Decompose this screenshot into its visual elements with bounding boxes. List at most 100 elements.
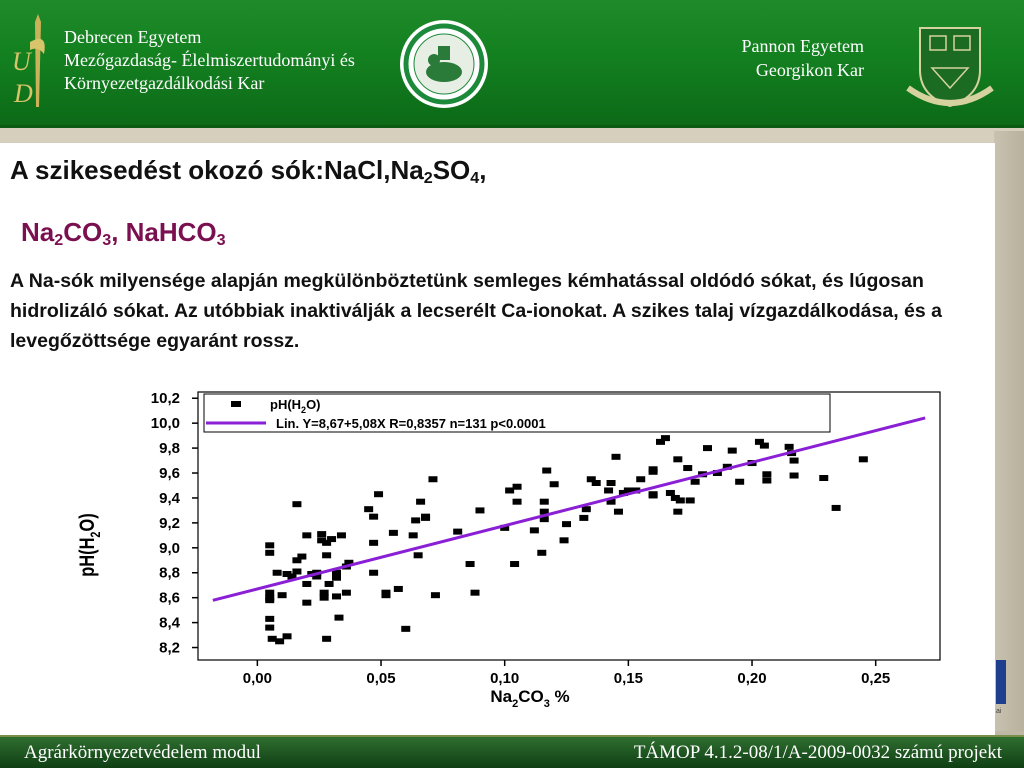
data-point xyxy=(332,574,342,581)
data-point xyxy=(562,521,572,528)
data-point xyxy=(465,561,475,568)
data-point xyxy=(606,479,616,486)
data-point xyxy=(656,438,666,445)
data-point xyxy=(648,491,658,498)
data-point xyxy=(703,445,713,452)
data-point xyxy=(277,592,287,599)
data-point xyxy=(275,638,285,645)
data-point xyxy=(374,491,384,498)
data-point xyxy=(302,580,312,587)
data-point xyxy=(297,553,307,560)
right-organization-name: Pannon Egyetem Georgikon Kar xyxy=(742,34,864,82)
svg-text:U: U xyxy=(12,47,33,76)
x-tick-label: 0,15 xyxy=(614,670,643,687)
data-point xyxy=(317,531,327,538)
data-point xyxy=(784,443,794,450)
chart-tick-labels: 8,2 8,4 8,6 8,8 9,0 9,2 9,4 9,6 9,8 10,0 10,2 0,00 0… xyxy=(151,390,890,687)
data-point xyxy=(762,471,772,478)
data-point xyxy=(685,497,695,504)
data-point xyxy=(475,507,485,514)
data-point xyxy=(512,483,522,490)
data-point xyxy=(618,489,628,496)
data-point xyxy=(322,552,332,559)
regression-line xyxy=(212,416,926,602)
side-logo-block xyxy=(996,660,1006,704)
x-axis-title: Na2CO3 % xyxy=(490,687,569,710)
data-point xyxy=(428,476,438,483)
y-tick-label: 8,6 xyxy=(159,590,180,607)
data-point xyxy=(312,573,322,580)
subtitle-subscript-3: 3 xyxy=(216,231,226,250)
data-point xyxy=(539,508,549,515)
data-point xyxy=(336,532,346,539)
x-tick-label: 0,05 xyxy=(366,670,395,687)
data-point xyxy=(327,536,337,543)
y-tick-label: 10,2 xyxy=(151,390,180,407)
data-point xyxy=(510,561,520,568)
data-point xyxy=(408,532,418,539)
data-point xyxy=(762,477,772,484)
data-point xyxy=(470,589,480,596)
data-point xyxy=(606,498,616,505)
data-point xyxy=(722,463,732,470)
data-point xyxy=(623,487,633,494)
data-point xyxy=(648,468,658,475)
data-point xyxy=(591,479,601,486)
background-building-strip xyxy=(994,131,1024,731)
data-point xyxy=(542,467,552,474)
data-point xyxy=(341,589,351,596)
title-part-3: , xyxy=(479,155,487,185)
data-point xyxy=(322,539,332,546)
y-tick-label: 10,0 xyxy=(151,415,180,432)
left-organization-name: Debrecen Egyetem Mezőgazdaság- Élelmisze… xyxy=(64,26,355,95)
data-point xyxy=(690,478,700,485)
left-org-line-2: Mezőgazdaság- Élelmiszertudományi és xyxy=(64,50,355,70)
title-subscript-2: 4 xyxy=(470,169,480,188)
svg-text:D: D xyxy=(13,79,33,108)
x-tick-label: 0,00 xyxy=(243,670,272,687)
data-point xyxy=(421,514,431,521)
data-point xyxy=(332,593,342,600)
legend-box xyxy=(203,393,831,433)
legend-point-marker xyxy=(231,401,241,407)
data-point xyxy=(670,494,680,501)
x-tick-label: 0,10 xyxy=(490,670,519,687)
data-point xyxy=(453,528,463,535)
data-point xyxy=(549,481,559,488)
data-point xyxy=(430,592,440,599)
footer-bar: Agrárkörnyezetvédelem modul TÁMOP 4.1.2-… xyxy=(0,735,1024,768)
footer-module-name: Agrárkörnyezetvédelem modul xyxy=(24,742,261,763)
data-point xyxy=(369,513,379,520)
data-point xyxy=(529,527,539,534)
data-point xyxy=(282,633,292,640)
data-point xyxy=(265,615,275,622)
data-point xyxy=(388,529,398,536)
data-point xyxy=(364,506,374,513)
data-point xyxy=(416,498,426,505)
y-tick-label: 9,0 xyxy=(159,540,180,557)
title-part-1: A szikesedést okozó sók:NaCl,Na xyxy=(10,155,424,185)
chart-axis-titles: Na2CO3 % pH(H2O) xyxy=(75,513,570,710)
data-point xyxy=(393,585,403,592)
data-point xyxy=(789,457,799,464)
left-org-line-3: Környezetgazdálkodási Kar xyxy=(64,73,265,93)
data-point xyxy=(512,498,522,505)
footer-project-id: TÁMOP 4.1.2-08/1/A-2009-0032 számú proje… xyxy=(633,742,1002,763)
data-point xyxy=(292,568,302,575)
data-point xyxy=(831,504,841,511)
data-point xyxy=(292,501,302,508)
data-point xyxy=(369,569,379,576)
data-point xyxy=(537,549,547,556)
data-point xyxy=(319,594,329,601)
data-point xyxy=(413,552,423,559)
data-point xyxy=(381,592,391,599)
data-point xyxy=(505,487,515,494)
faculty-seal-logo xyxy=(400,20,488,108)
data-point xyxy=(302,532,312,539)
data-point xyxy=(272,569,282,576)
data-point xyxy=(332,569,342,576)
data-point xyxy=(334,614,344,621)
y-tick-label: 8,2 xyxy=(159,640,180,657)
data-point xyxy=(735,478,745,485)
subtitle-part-3: , NaHCO xyxy=(111,217,217,247)
